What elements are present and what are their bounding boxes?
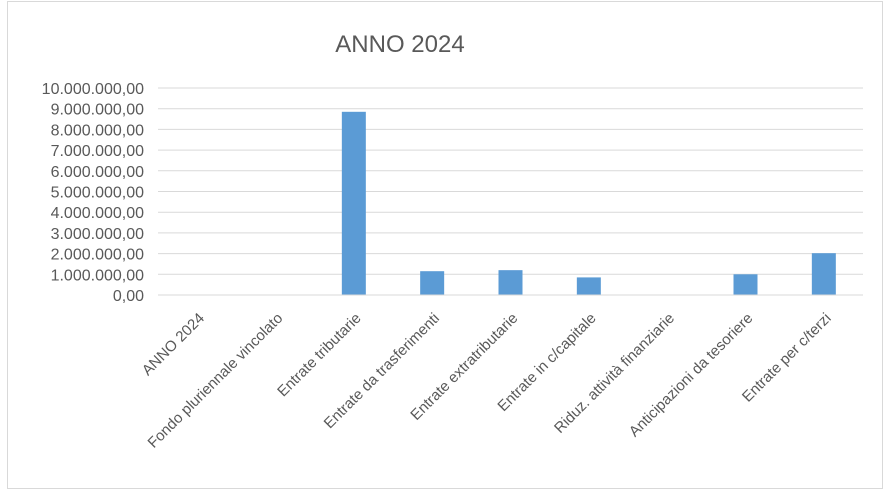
y-tick-label: 5.000.000,00 [51,185,145,202]
bars [341,111,836,296]
chart-frame [7,1,883,489]
bar [498,270,523,295]
y-tick-label: 4.000.000,00 [51,205,145,222]
x-tick-label: ANNO 2024 [139,310,208,379]
bar [733,274,758,295]
y-tick-label: 2.000.000,00 [51,247,145,264]
bar [576,277,601,295]
x-tick-label: Fondo pluriennale vincolato [145,310,287,452]
x-tick-label: Entrate tributarie [274,310,364,400]
y-tick-label: 3.000.000,00 [51,226,145,243]
gridlines [158,87,863,275]
y-tick-label: 0,00 [113,288,144,305]
y-axis-tick-labels: 0,00 1.000.000,00 2.000.000,00 3.000.000,00… [42,81,144,305]
bar [420,271,445,295]
y-tick-label: 6.000.000,00 [51,164,145,181]
y-tick-label: 1.000.000,00 [51,267,145,284]
bar [341,111,366,296]
y-tick-label: 7.000.000,00 [51,143,145,160]
bar [811,253,836,295]
y-tick-label: 10.000.000,00 [42,81,144,98]
y-tick-label: 9.000.000,00 [51,102,145,119]
y-tick-label: 8.000.000,00 [51,122,145,139]
chart-title: ANNO 2024 [335,31,464,58]
